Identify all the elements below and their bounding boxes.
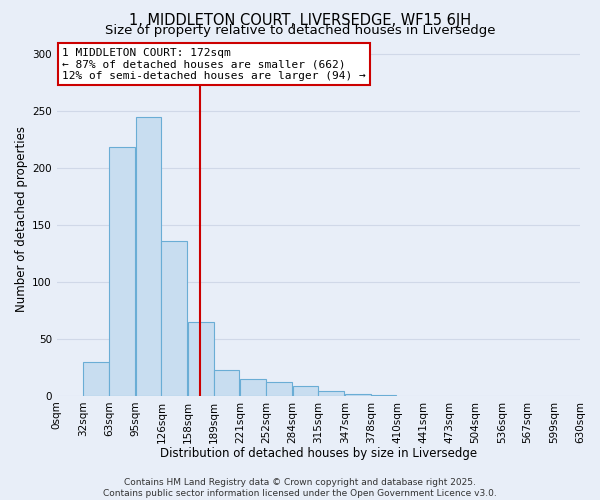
- Bar: [188, 322, 214, 396]
- Bar: [241, 378, 266, 396]
- Text: 1, MIDDLETON COURT, LIVERSEDGE, WF15 6JH: 1, MIDDLETON COURT, LIVERSEDGE, WF15 6JH: [129, 12, 471, 28]
- X-axis label: Distribution of detached houses by size in Liversedge: Distribution of detached houses by size …: [160, 447, 477, 460]
- Y-axis label: Number of detached properties: Number of detached properties: [15, 126, 28, 312]
- Bar: [345, 394, 371, 396]
- Bar: [319, 392, 344, 396]
- Bar: [83, 362, 109, 396]
- Bar: [293, 386, 319, 396]
- Bar: [371, 394, 397, 396]
- Bar: [136, 116, 161, 396]
- Bar: [161, 241, 187, 396]
- Bar: [109, 148, 135, 396]
- Bar: [266, 382, 292, 396]
- Text: 1 MIDDLETON COURT: 172sqm
← 87% of detached houses are smaller (662)
12% of semi: 1 MIDDLETON COURT: 172sqm ← 87% of detac…: [62, 48, 366, 81]
- Text: Size of property relative to detached houses in Liversedge: Size of property relative to detached ho…: [105, 24, 495, 37]
- Text: Contains HM Land Registry data © Crown copyright and database right 2025.
Contai: Contains HM Land Registry data © Crown c…: [103, 478, 497, 498]
- Bar: [214, 370, 239, 396]
